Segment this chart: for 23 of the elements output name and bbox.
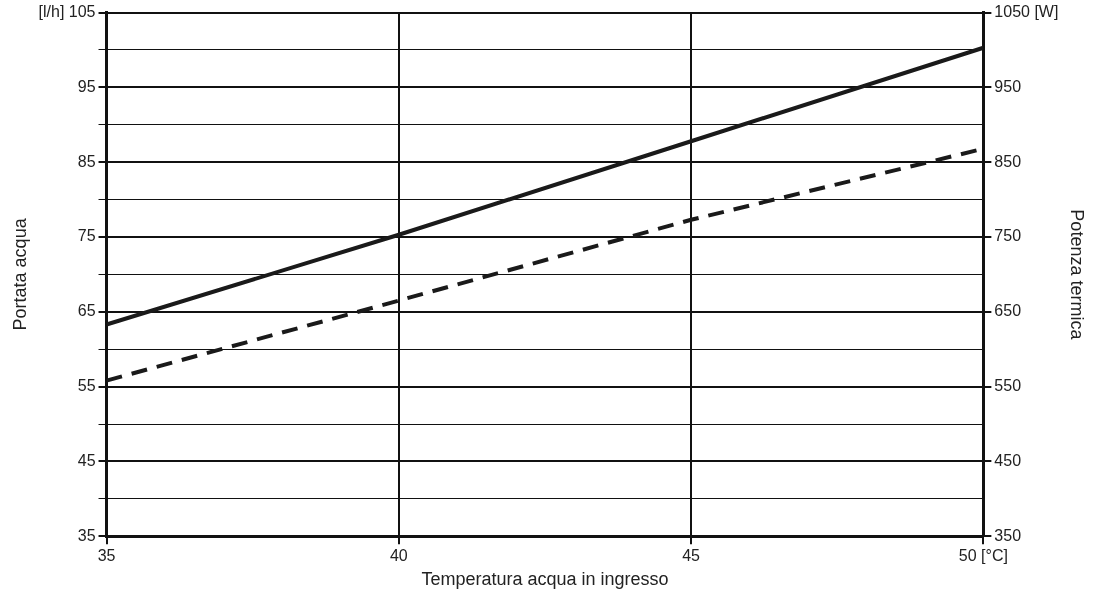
y-tick-label: 95	[77, 77, 96, 95]
x-axis-title: Temperatura acqua in ingresso	[421, 569, 669, 590]
y2-tick-label: 1050 [W]	[994, 3, 1059, 21]
y2-axis-title: Potenza termica	[1067, 209, 1088, 341]
y2-tick-label: 950	[994, 77, 1022, 95]
y2-tick-label: 750	[994, 227, 1022, 245]
y-tick-label: 45	[77, 451, 96, 469]
y-tick-label: 35	[77, 526, 96, 544]
y-axis-title: Portata acqua	[9, 217, 30, 331]
y2-tick-label: 850	[994, 152, 1022, 170]
y-tick-label: [l/h] 105	[38, 3, 96, 21]
y2-tick-label: 450	[994, 451, 1022, 469]
y-tick-label: 65	[77, 302, 96, 320]
y-tick-label: 55	[77, 377, 96, 395]
x-tick-label: 35	[97, 547, 116, 565]
y2-tick-label: 650	[994, 302, 1022, 320]
x-tick-label: 40	[389, 547, 408, 565]
y-tick-label: 85	[77, 152, 96, 170]
x-tick-label: 45	[682, 547, 701, 565]
y-tick-label: 75	[77, 227, 96, 245]
x-tick-label: 50 [°C]	[958, 547, 1008, 565]
y2-tick-label: 350	[994, 526, 1022, 544]
y2-tick-label: 550	[994, 377, 1022, 395]
